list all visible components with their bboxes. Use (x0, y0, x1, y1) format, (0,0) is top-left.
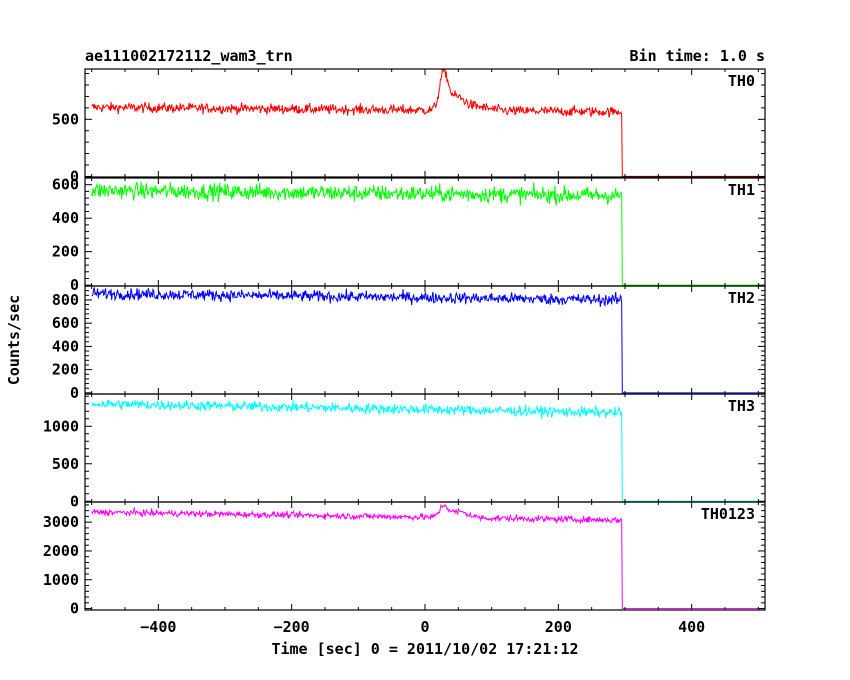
series-line-th0123 (91, 503, 759, 610)
y-tick-label: 0 (70, 492, 79, 510)
chart-title: ae111002172112_wam3_trn (85, 47, 293, 65)
panel-th3: 0 500 1000 TH3 (43, 393, 766, 510)
x-tick-label: −400 (140, 618, 176, 636)
panel-th2: 0 200 400 600 800 TH2 (52, 285, 766, 402)
y-tick-label: 800 (52, 291, 79, 309)
y-tick-label: 400 (52, 209, 79, 227)
y-tick-label: 2000 (43, 542, 79, 560)
panel-th0: 0 500 TH0 (52, 68, 766, 185)
y-tick-label: 0 (70, 384, 79, 402)
y-tick-label: 600 (52, 176, 79, 194)
panel-th1: 0 200 400 600 TH1 (52, 176, 766, 294)
x-tick-label: 200 (545, 618, 572, 636)
x-axis-label: Time [sec] 0 = 2011/10/02 17:21:12 (271, 640, 578, 658)
panel-label-th1: TH1 (728, 181, 755, 199)
y-tick-label: 1000 (43, 571, 79, 589)
y-tick-label: 0 (70, 276, 79, 294)
x-tick-label: 400 (678, 618, 705, 636)
panel-label-th0123: TH0123 (701, 505, 755, 523)
bin-time-label: Bin time: 1.0 s (630, 47, 765, 65)
y-tick-label: 200 (52, 361, 79, 379)
panels-group: 0 500 TH0 0 200 400 600 TH1 0 200 400 600 800 TH2 0 500… (43, 68, 766, 618)
series-line-th1 (91, 181, 759, 286)
panel-th0123: 0 1000 2000 3000 TH0123 (43, 501, 766, 618)
y-tick-label: 600 (52, 314, 79, 332)
panel-label-th2: TH2 (728, 289, 755, 307)
y-tick-label: 500 (52, 455, 79, 473)
y-tick-label: 3000 (43, 513, 79, 531)
panel-frame (84, 177, 766, 287)
panel-frame (84, 68, 766, 178)
panel-label-th3: TH3 (728, 397, 755, 415)
y-tick-label: 400 (52, 337, 79, 355)
y-tick-label: 0 (70, 600, 79, 618)
y-tick-label: 200 (52, 243, 79, 261)
x-tick-label: 0 (420, 618, 429, 636)
series-line-th3 (91, 399, 759, 502)
series-line-th0 (91, 68, 759, 177)
y-axis-label: Counts/sec (5, 295, 23, 385)
panel-frame (84, 285, 766, 395)
y-tick-label: 500 (52, 110, 79, 128)
series-line-th2 (91, 286, 759, 394)
y-tick-label: 1000 (43, 417, 79, 435)
panel-label-th0: TH0 (728, 72, 755, 90)
y-tick-label: 0 (70, 167, 79, 185)
x-tick-labels: −400 −200 0 200 400 (140, 618, 705, 636)
x-tick-label: −200 (274, 618, 310, 636)
